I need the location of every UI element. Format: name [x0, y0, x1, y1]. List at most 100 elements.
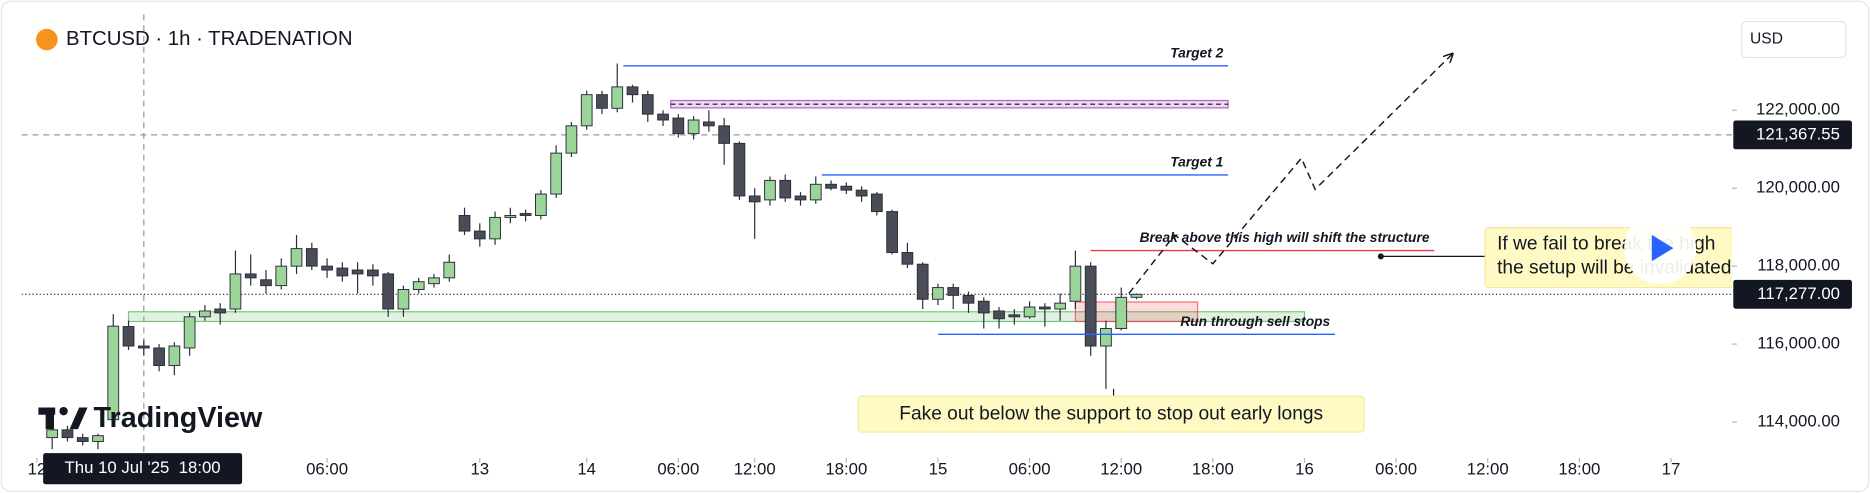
- x-tick-label: 12:00: [1467, 459, 1509, 478]
- candle-body: [1100, 328, 1112, 347]
- currency-box[interactable]: [1741, 20, 1847, 59]
- candle-body: [565, 125, 578, 154]
- candle-body: [489, 216, 501, 240]
- candle-body: [626, 86, 639, 96]
- candle-body: [535, 193, 547, 216]
- callout: Fake out below the support to stop out e…: [857, 388, 1365, 433]
- chart-title: BTCUSD · 1h · TRADENATION: [66, 28, 353, 50]
- candle-body: [46, 429, 59, 439]
- candle-body: [214, 308, 227, 314]
- candle-body: [840, 185, 853, 191]
- x-tick-label: 12: [28, 459, 47, 478]
- crosshair-price: 121,367.55: [1756, 124, 1840, 143]
- last-price-box: [1733, 279, 1852, 309]
- zone: [127, 311, 1306, 323]
- x-tick-label: 12:00: [1100, 459, 1142, 478]
- x-tick-label: 12:00: [734, 459, 776, 478]
- candle-body: [443, 261, 456, 279]
- level-label: Target 2: [1170, 45, 1223, 60]
- x-tick-label: 06:00: [657, 459, 699, 478]
- candle-body: [764, 179, 776, 201]
- candle-body: [855, 189, 868, 197]
- x-tick-label: 18:00: [1558, 459, 1600, 478]
- candle-body: [779, 179, 792, 199]
- x-tick-label: 06:00: [306, 459, 348, 478]
- x-tick-label: 18:00: [1192, 459, 1234, 478]
- candle-body: [137, 345, 150, 349]
- play-button[interactable]: [1624, 212, 1697, 285]
- candle-body: [733, 142, 746, 197]
- callout-box: [857, 395, 1365, 433]
- crosshair-time: Thu 10 Jul '25 18:00: [65, 458, 221, 477]
- projection: [1128, 54, 1453, 294]
- candle-body: [290, 248, 303, 267]
- candle-body: [122, 326, 135, 347]
- zone: [1074, 301, 1199, 323]
- candle-body: [305, 248, 318, 267]
- candle-body: [657, 113, 669, 121]
- candle-body: [1084, 265, 1097, 347]
- candle-body: [458, 214, 471, 232]
- candle-body: [1115, 296, 1128, 329]
- candle-body: [596, 94, 608, 109]
- candle-body: [183, 316, 196, 349]
- crosshair-price-box: [1733, 120, 1852, 150]
- candle-body: [1008, 314, 1021, 318]
- logo: [38, 406, 88, 430]
- candle-body: [107, 325, 120, 421]
- candle-body: [168, 345, 181, 366]
- y-tick-label: 118,000.00: [1757, 256, 1840, 275]
- level-label: Break above this high will shift the str…: [1140, 230, 1430, 245]
- candle-body: [580, 94, 593, 127]
- candle-body: [367, 269, 379, 277]
- candle-body: [932, 287, 944, 300]
- candle-body: [977, 300, 990, 314]
- candle-body: [321, 265, 333, 271]
- candle-body: [428, 277, 440, 285]
- y-tick-label: 120,000.00: [1756, 178, 1840, 197]
- candle-body: [794, 195, 807, 201]
- candle-body: [519, 213, 532, 216]
- candle-body: [825, 183, 837, 189]
- candle-body: [412, 281, 425, 291]
- candle-body: [199, 310, 211, 318]
- candle-body: [92, 435, 104, 442]
- candle-body: [641, 94, 654, 115]
- candle-body: [916, 263, 929, 300]
- candle-body: [672, 117, 685, 135]
- x-tick-label: 18:00: [825, 459, 867, 478]
- candle-body: [550, 152, 563, 195]
- x-tick-label: 16: [1295, 459, 1314, 478]
- candle-body: [260, 279, 272, 287]
- level-label: Run through sell stops: [1180, 314, 1330, 329]
- candle-body: [61, 429, 74, 439]
- candle-body: [1130, 293, 1143, 298]
- candle-body: [504, 214, 517, 218]
- x-tick-label: 17: [1662, 459, 1681, 478]
- candle-body: [718, 125, 731, 144]
- last-price: 117,277.00: [1757, 284, 1840, 303]
- candle-body: [748, 195, 761, 203]
- currency: USD: [1750, 31, 1783, 48]
- watermark: TradingView: [94, 402, 263, 434]
- candle-body: [351, 269, 364, 275]
- candle-body: [870, 193, 883, 213]
- candle-body: [1023, 306, 1036, 318]
- candle-body: [809, 183, 822, 201]
- candle-body: [382, 273, 395, 310]
- candle-body: [473, 230, 486, 240]
- coin-icon: [36, 28, 58, 51]
- candle-body: [901, 252, 914, 265]
- candle-body: [1069, 265, 1082, 302]
- x-tick-label: 06:00: [1009, 459, 1051, 478]
- candle-body: [1054, 302, 1067, 310]
- candle-body: [687, 119, 700, 135]
- x-tick-label: 15: [929, 459, 948, 478]
- candle-body: [1038, 306, 1051, 310]
- candle-body: [993, 310, 1005, 320]
- y-tick-label: 122,000.00: [1756, 100, 1840, 119]
- candle-body: [229, 273, 242, 310]
